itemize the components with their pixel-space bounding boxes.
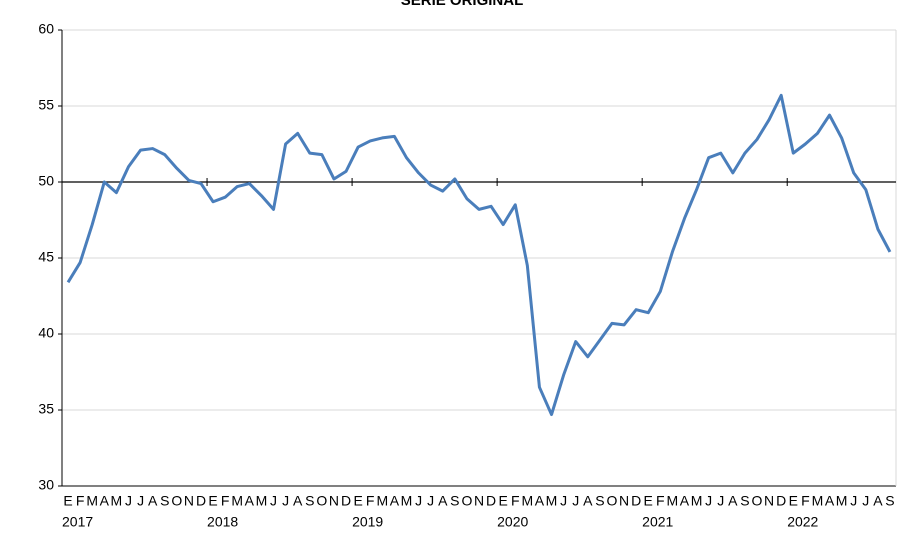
x-tick-label: M (522, 493, 534, 509)
x-tick-label: J (137, 493, 144, 509)
x-tick-label: F (511, 493, 520, 509)
x-tick-label: F (656, 493, 665, 509)
x-tick-label: J (850, 493, 857, 509)
x-tick-label: J (125, 493, 132, 509)
x-tick-label: O (752, 493, 763, 509)
x-tick-label: J (862, 493, 869, 509)
x-tick-label: S (305, 493, 314, 509)
x-tick-label: J (705, 493, 712, 509)
year-label: 2018 (207, 514, 238, 530)
year-label: 2022 (787, 514, 818, 530)
x-tick-label: O (461, 493, 472, 509)
x-tick-label: M (691, 493, 703, 509)
x-tick-label: F (221, 493, 230, 509)
x-tick-label: N (474, 493, 484, 509)
x-tick-label: M (256, 493, 268, 509)
x-tick-label: F (76, 493, 85, 509)
x-tick-label: A (535, 493, 545, 509)
x-tick-label: M (812, 493, 824, 509)
x-tick-label: S (160, 493, 169, 509)
x-tick-label: M (546, 493, 558, 509)
y-tick-label: 50 (38, 173, 54, 189)
y-tick-label: 45 (38, 249, 54, 265)
x-tick-label: E (208, 493, 217, 509)
y-tick-label: 35 (38, 401, 54, 417)
x-tick-label: M (231, 493, 243, 509)
x-tick-label: A (438, 493, 448, 509)
x-tick-label: N (764, 493, 774, 509)
year-label: 2019 (352, 514, 383, 530)
x-tick-label: D (776, 493, 786, 509)
x-tick-label: A (825, 493, 835, 509)
x-tick-label: F (366, 493, 375, 509)
x-tick-label: S (885, 493, 894, 509)
x-tick-label: M (86, 493, 98, 509)
x-tick-label: A (148, 493, 158, 509)
x-tick-label: N (619, 493, 629, 509)
x-tick-label: A (728, 493, 738, 509)
x-tick-label: E (644, 493, 653, 509)
x-tick-label: A (390, 493, 400, 509)
year-label: 2020 (497, 514, 528, 530)
x-tick-label: F (801, 493, 810, 509)
x-tick-label: M (111, 493, 123, 509)
x-tick-label: A (583, 493, 593, 509)
x-tick-label: O (171, 493, 182, 509)
x-tick-label: J (282, 493, 289, 509)
y-tick-label: 60 (38, 21, 54, 37)
x-tick-label: A (293, 493, 303, 509)
y-tick-label: 30 (38, 477, 54, 493)
x-tick-label: E (499, 493, 508, 509)
x-tick-label: S (450, 493, 459, 509)
x-tick-label: M (667, 493, 679, 509)
line (66, 93, 892, 417)
x-tick-label: J (572, 493, 579, 509)
x-tick-label: J (415, 493, 422, 509)
x-tick-label: A (100, 493, 110, 509)
x-tick-label: A (873, 493, 883, 509)
x-tick-label: O (316, 493, 327, 509)
x-tick-label: E (63, 493, 72, 509)
year-label: 2017 (62, 514, 93, 530)
x-tick-label: D (631, 493, 641, 509)
x-tick-label: E (353, 493, 362, 509)
x-tick-label: D (486, 493, 496, 509)
x-tick-label: J (270, 493, 277, 509)
x-tick-label: E (789, 493, 798, 509)
x-tick-label: M (376, 493, 388, 509)
x-tick-label: M (401, 493, 413, 509)
x-tick-label: S (740, 493, 749, 509)
x-tick-label: J (427, 493, 434, 509)
x-tick-label: D (341, 493, 351, 509)
x-tick-label: J (560, 493, 567, 509)
x-tick-label: A (680, 493, 690, 509)
x-tick-label: N (329, 493, 339, 509)
year-label: 2021 (642, 514, 673, 530)
chart-title: SERIE ORIGINAL (401, 0, 524, 9)
y-tick-label: 40 (38, 325, 54, 341)
x-tick-label: A (245, 493, 255, 509)
x-tick-label: D (196, 493, 206, 509)
x-tick-label: O (607, 493, 618, 509)
x-tick-label: M (836, 493, 848, 509)
x-tick-label: N (184, 493, 194, 509)
y-tick-label: 55 (38, 97, 54, 113)
x-tick-label: S (595, 493, 604, 509)
x-tick-label: J (717, 493, 724, 509)
